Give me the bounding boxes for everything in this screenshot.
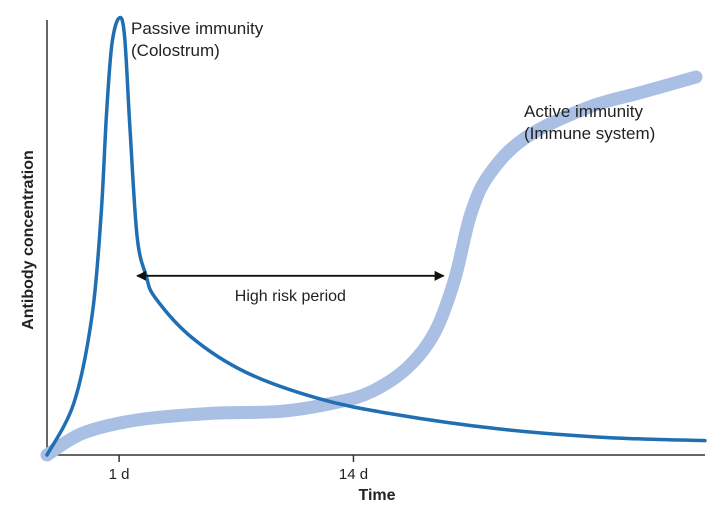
passive-immunity-label-line2: (Colostrum)	[131, 41, 220, 60]
active-immunity-label: Active immunity (Immune system)	[524, 102, 655, 143]
series-line-passive-immunity	[45, 15, 707, 457]
x-axis-title: Time	[358, 487, 395, 504]
passive-immunity-label: Passive immunity (Colostrum)	[131, 19, 268, 60]
active-immunity-label-line2: (Immune system)	[524, 124, 655, 143]
active-immunity-label-line1: Active immunity	[524, 102, 644, 121]
series-line-active-immunity	[40, 70, 703, 462]
y-axis-title: Antibody concentration	[20, 150, 37, 330]
passive-immunity-label-line1: Passive immunity	[131, 19, 264, 38]
x-ticks: 1 d 14 d	[109, 455, 368, 483]
x-tick-label-1: 14 d	[339, 466, 368, 483]
x-tick-label-0: 1 d	[109, 466, 130, 483]
high-risk-label: High risk period	[235, 288, 346, 305]
